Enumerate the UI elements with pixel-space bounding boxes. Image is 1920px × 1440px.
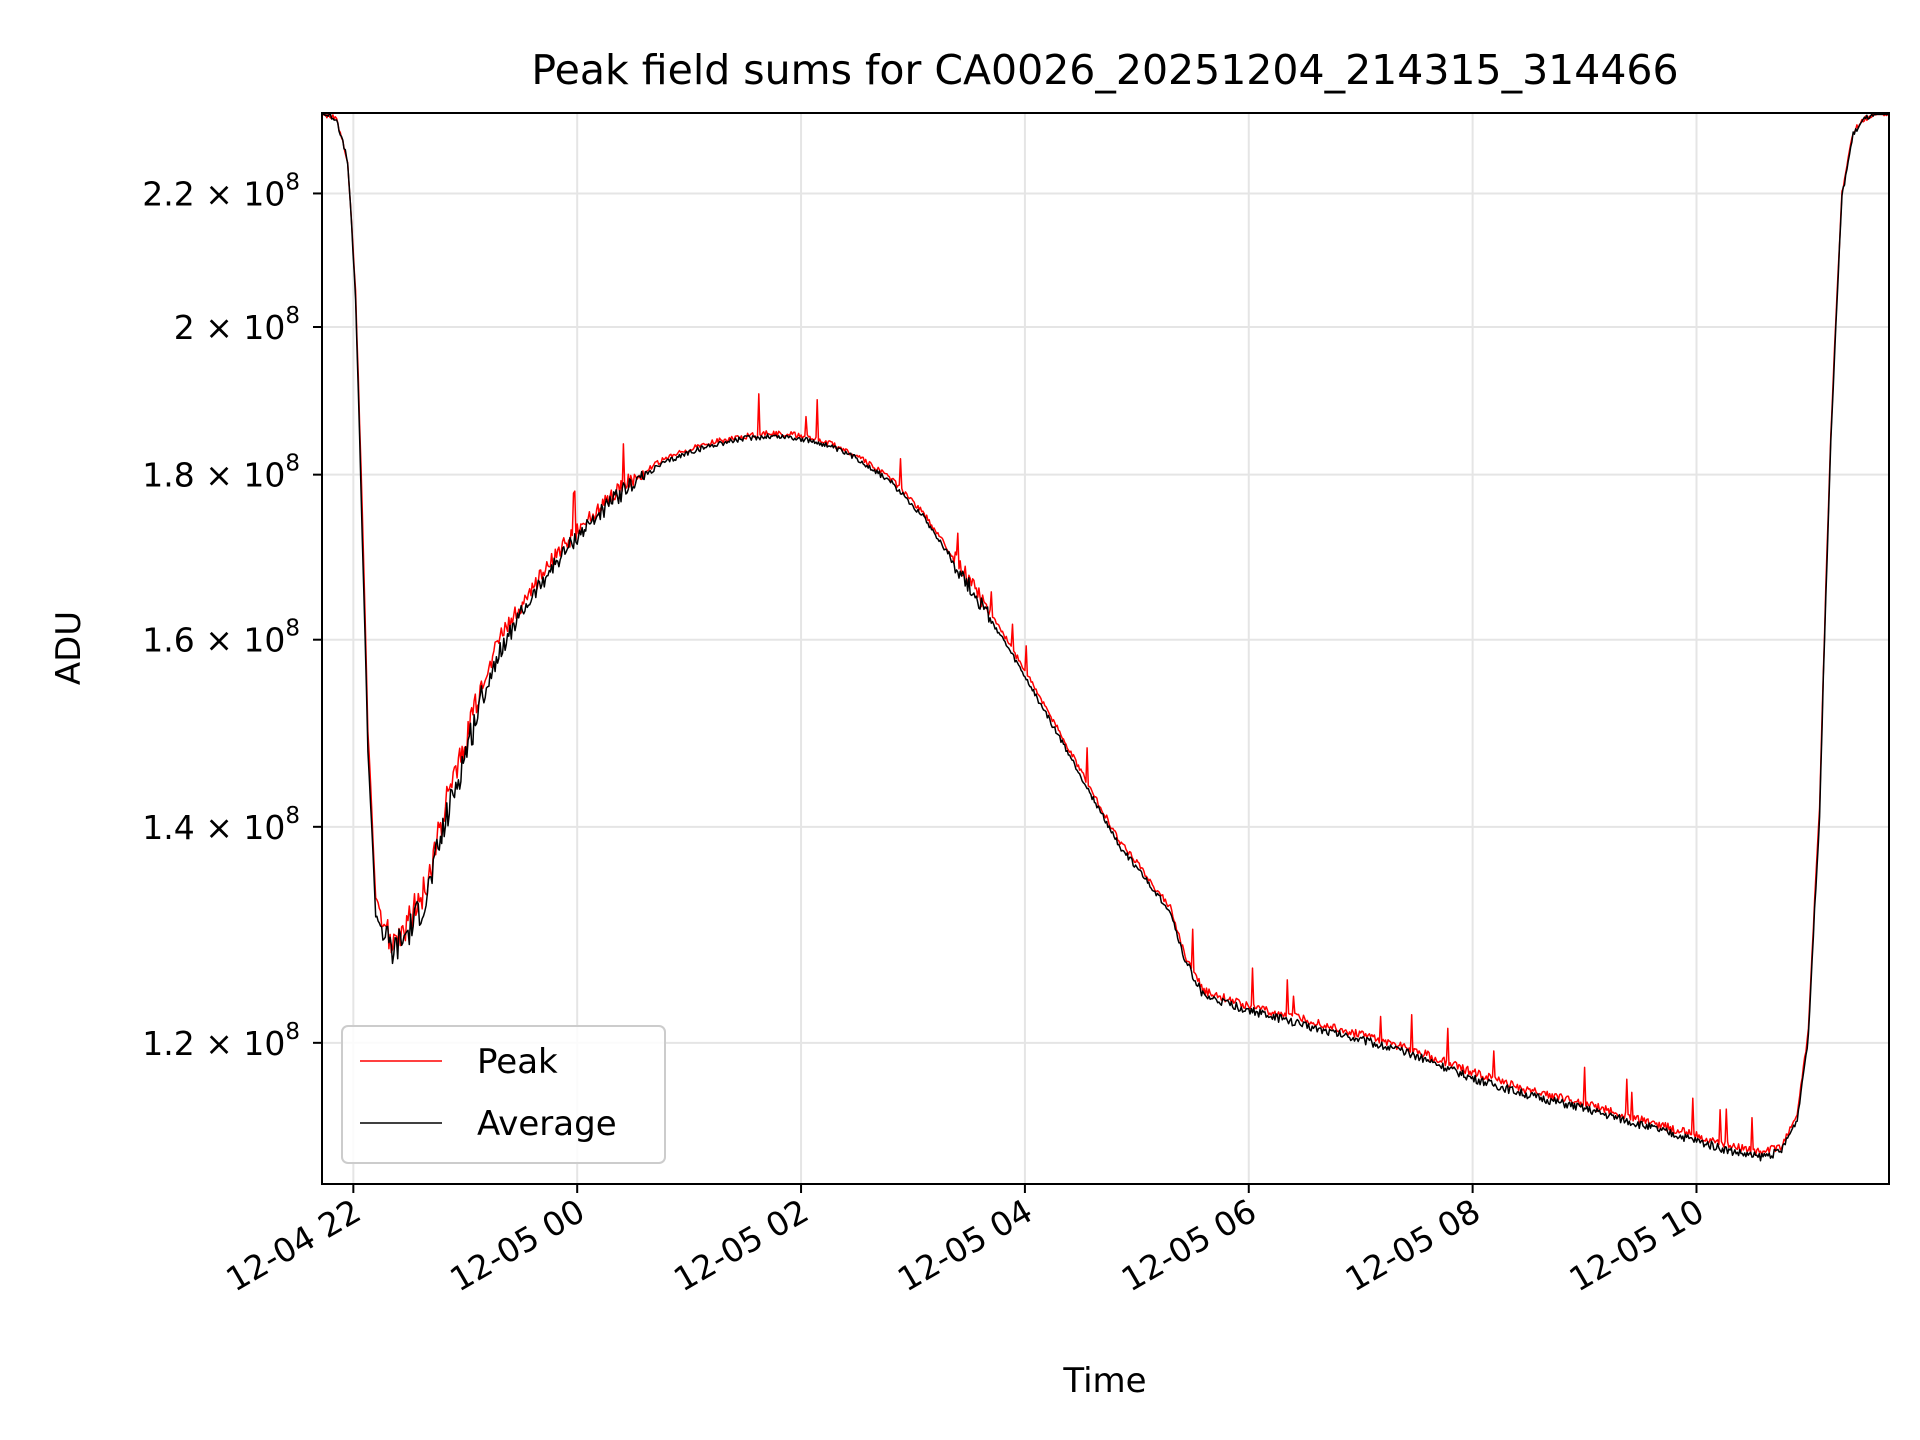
y-tick-mantissa: 1.2 [142, 1024, 205, 1063]
y-tick-multiplier: × 10 [205, 308, 285, 347]
plot-lines [322, 113, 1889, 1162]
y-tick-exponent: 8 [285, 451, 300, 477]
y-tick-label: 1.4 × 108 [142, 803, 300, 847]
x-axis-label: Time [1062, 1361, 1146, 1401]
grid [322, 113, 1889, 1184]
chart-title: Peak field sums for CA0026_20251204_2143… [531, 46, 1678, 94]
y-tick-multiplier: × 10 [205, 1024, 285, 1063]
y-tick-label: 1.6 × 108 [142, 616, 300, 660]
y-tick-multiplier: × 10 [205, 808, 285, 847]
legend-average-label: Average [477, 1104, 617, 1144]
series-line-peak [322, 113, 1889, 1157]
y-tick-exponent: 8 [285, 803, 300, 829]
y-tick-mantissa: 1.6 [142, 621, 205, 660]
legend-peak-label: Peak [477, 1042, 558, 1082]
series-line-average [322, 113, 1889, 1162]
y-tick-exponent: 8 [285, 1019, 300, 1045]
y-tick-label: 1.8 × 108 [142, 451, 300, 495]
y-tick-exponent: 8 [285, 616, 300, 642]
y-axis-label: ADU [49, 611, 89, 685]
y-tick-label: 2.2 × 108 [142, 169, 300, 213]
y-tick-label: 2 × 108 [174, 303, 300, 347]
plot-frame [321, 112, 1890, 1185]
y-tick-mantissa: 1.4 [142, 808, 205, 847]
y-tick-label: 1.2 × 108 [142, 1019, 300, 1063]
y-tick-exponent: 8 [285, 303, 300, 329]
legend: Peak Average [341, 1025, 666, 1164]
y-tick-multiplier: × 10 [205, 621, 285, 660]
y-tick-multiplier: × 10 [205, 174, 285, 213]
y-tick-mantissa: 1.8 [142, 456, 205, 495]
y-tick-exponent: 8 [285, 169, 300, 195]
y-tick-mantissa: 2 [174, 308, 206, 347]
y-tick-multiplier: × 10 [205, 456, 285, 495]
y-tick-mantissa: 2.2 [142, 174, 205, 213]
